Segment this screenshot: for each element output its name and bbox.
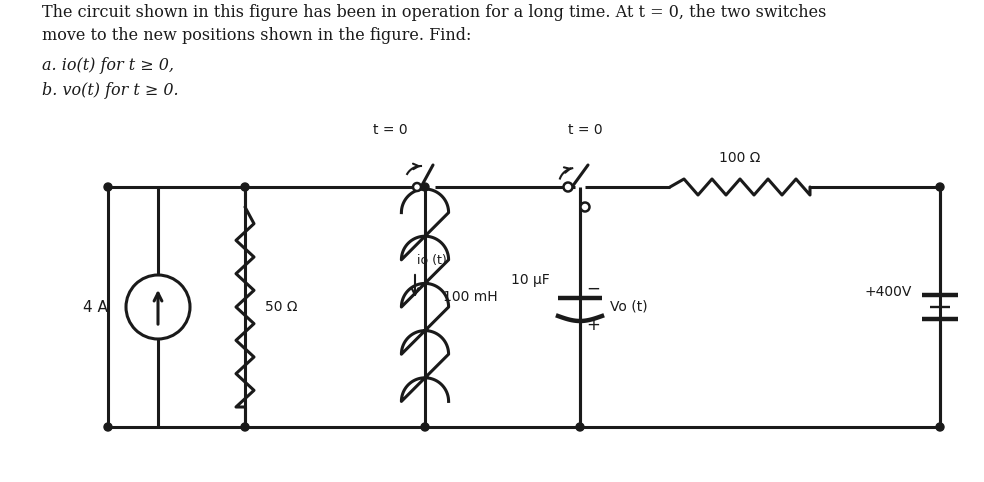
Circle shape — [564, 183, 573, 191]
Text: The circuit shown in this figure has been in operation for a long time. At t = 0: The circuit shown in this figure has bee… — [42, 4, 827, 21]
Circle shape — [581, 202, 589, 212]
Circle shape — [576, 423, 584, 431]
Circle shape — [413, 183, 421, 191]
Text: move to the new positions shown in the figure. Find:: move to the new positions shown in the f… — [42, 27, 471, 44]
Text: −: − — [586, 280, 600, 298]
Text: 10 μF: 10 μF — [512, 273, 550, 287]
Circle shape — [241, 183, 249, 191]
Circle shape — [936, 183, 944, 191]
Text: b. vo(t) for t ≥ 0.: b. vo(t) for t ≥ 0. — [42, 82, 179, 99]
Text: 4 A: 4 A — [83, 299, 108, 314]
Circle shape — [241, 423, 249, 431]
Circle shape — [421, 423, 429, 431]
Text: t = 0: t = 0 — [373, 123, 407, 137]
Text: io (t): io (t) — [417, 254, 447, 267]
Text: a. io(t) for t ≥ 0,: a. io(t) for t ≥ 0, — [42, 57, 174, 74]
Text: 100 mH: 100 mH — [443, 290, 498, 304]
Text: 50 Ω: 50 Ω — [265, 300, 297, 314]
Circle shape — [421, 183, 429, 191]
Circle shape — [104, 423, 112, 431]
Text: +: + — [586, 316, 600, 334]
Text: 100 Ω: 100 Ω — [719, 151, 761, 165]
Circle shape — [936, 423, 944, 431]
Text: +400V: +400V — [865, 285, 912, 299]
Text: t = 0: t = 0 — [568, 123, 602, 137]
Text: Vo (t): Vo (t) — [610, 300, 647, 314]
Circle shape — [104, 183, 112, 191]
